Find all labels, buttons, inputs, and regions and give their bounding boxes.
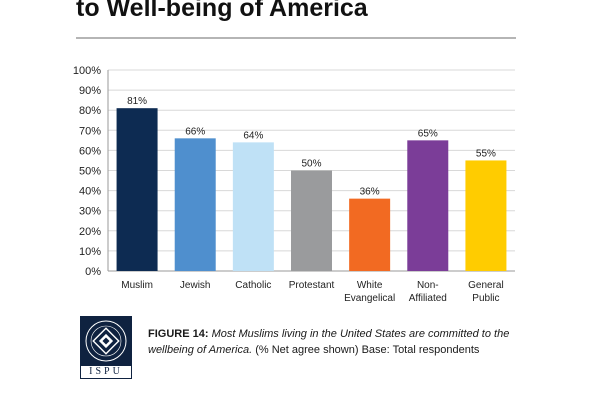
x-tick-label: Affiliated [409, 293, 447, 304]
figure-caption: FIGURE 14: Most Muslims living in the Un… [148, 326, 528, 358]
bar [349, 198, 391, 271]
y-tick-label: 0% [85, 266, 101, 278]
bar-value-label: 55% [476, 148, 496, 159]
y-tick-label: 40% [79, 186, 101, 198]
y-tick-label: 100% [73, 65, 101, 77]
y-tick-label: 80% [79, 105, 101, 117]
x-tick-label: Protestant [289, 280, 335, 291]
logo-wordmark: ISPU [80, 365, 132, 379]
y-tick-label: 20% [79, 226, 101, 238]
bar-value-label: 65% [418, 128, 438, 139]
bar-chart: 0% 10% 20% 30% 40% 50% 60% 70% 80% 90% 100% 81% Musl… [73, 65, 515, 304]
y-tick-label: 30% [79, 206, 101, 218]
title-divider [76, 37, 516, 39]
y-tick-label: 90% [79, 85, 101, 97]
x-tick-label: Public [472, 293, 499, 304]
y-tick-label: 50% [79, 166, 101, 178]
bar [465, 160, 507, 271]
x-tick-label: White [357, 280, 383, 291]
bar-value-label: 64% [243, 130, 263, 141]
x-tick-label: General [468, 280, 504, 291]
logo-emblem-icon [85, 320, 127, 362]
bar-value-label: 66% [185, 126, 205, 137]
bar [174, 138, 216, 271]
x-tick-label: Evangelical [344, 293, 395, 304]
bar-value-label: 81% [127, 96, 147, 107]
bar [232, 142, 274, 271]
bar [116, 108, 158, 271]
bar-value-label: 50% [301, 159, 321, 170]
x-tick-label: Catholic [235, 280, 271, 291]
chart-title: to Well-being of America [76, 0, 368, 22]
bar-value-label: 36% [360, 187, 380, 198]
y-tick-label: 10% [79, 246, 101, 258]
y-tick-label: 60% [79, 145, 101, 157]
y-tick-label: 70% [79, 125, 101, 137]
bar [291, 170, 332, 271]
caption-note: (% Net agree shown) Base: Total responde… [255, 344, 480, 356]
caption-label: FIGURE 14: [148, 328, 209, 340]
caption-italic-text: Most Muslims living in the United States… [148, 328, 510, 356]
x-tick-label: Muslim [121, 280, 153, 291]
x-tick-label: Non- [417, 280, 439, 291]
x-tick-label: Jewish [180, 280, 211, 291]
bar [407, 140, 449, 271]
